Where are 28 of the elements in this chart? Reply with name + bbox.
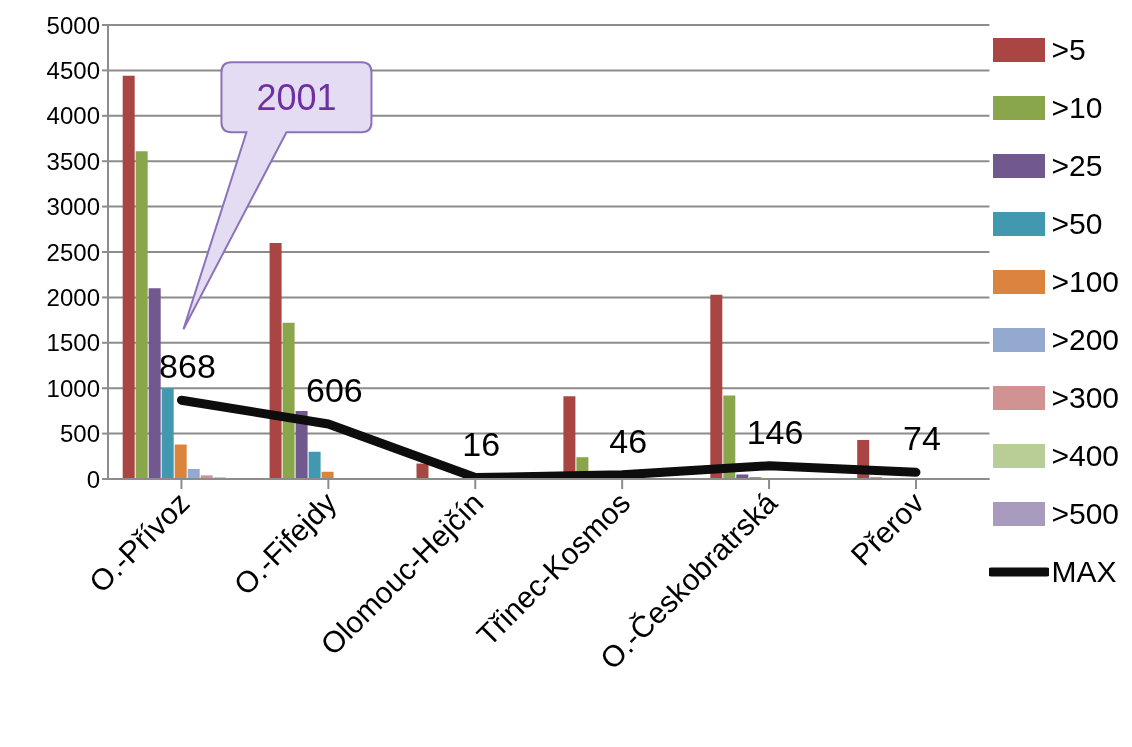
y-tick-label: 3500 — [46, 147, 100, 175]
y-tick-label: 4000 — [46, 102, 100, 130]
y-tick-label: 3000 — [46, 193, 100, 221]
y-tick-label: 5000 — [46, 11, 100, 39]
legend-label: >50 — [1051, 207, 1103, 241]
legend-label: >300 — [1051, 381, 1119, 415]
legend-label: >25 — [1051, 149, 1103, 183]
legend-label: MAX — [1051, 555, 1117, 589]
y-tick-label: 4500 — [46, 56, 100, 84]
y-tick-label: 1000 — [46, 374, 100, 402]
data-label: 46 — [609, 421, 648, 460]
annotation: 2001 — [256, 77, 337, 119]
data-label: 868 — [159, 347, 216, 386]
legend-label: >10 — [1051, 91, 1103, 125]
y-tick-label: 1500 — [46, 329, 100, 357]
legend-label: >5 — [1051, 33, 1086, 67]
data-label: 146 — [746, 412, 804, 451]
y-tick-label: 0 — [86, 465, 100, 493]
y-tick-label: 500 — [59, 420, 100, 448]
data-label: 74 — [903, 419, 941, 458]
legend-label: >400 — [1051, 439, 1119, 473]
legend-label: >500 — [1051, 497, 1119, 531]
data-label: 606 — [305, 370, 363, 409]
y-tick-label: 2500 — [46, 238, 100, 266]
data-label: 16 — [462, 424, 501, 463]
y-tick-label: 2000 — [46, 283, 100, 311]
legend-label: >100 — [1051, 265, 1119, 299]
legend-label: >200 — [1051, 323, 1119, 357]
